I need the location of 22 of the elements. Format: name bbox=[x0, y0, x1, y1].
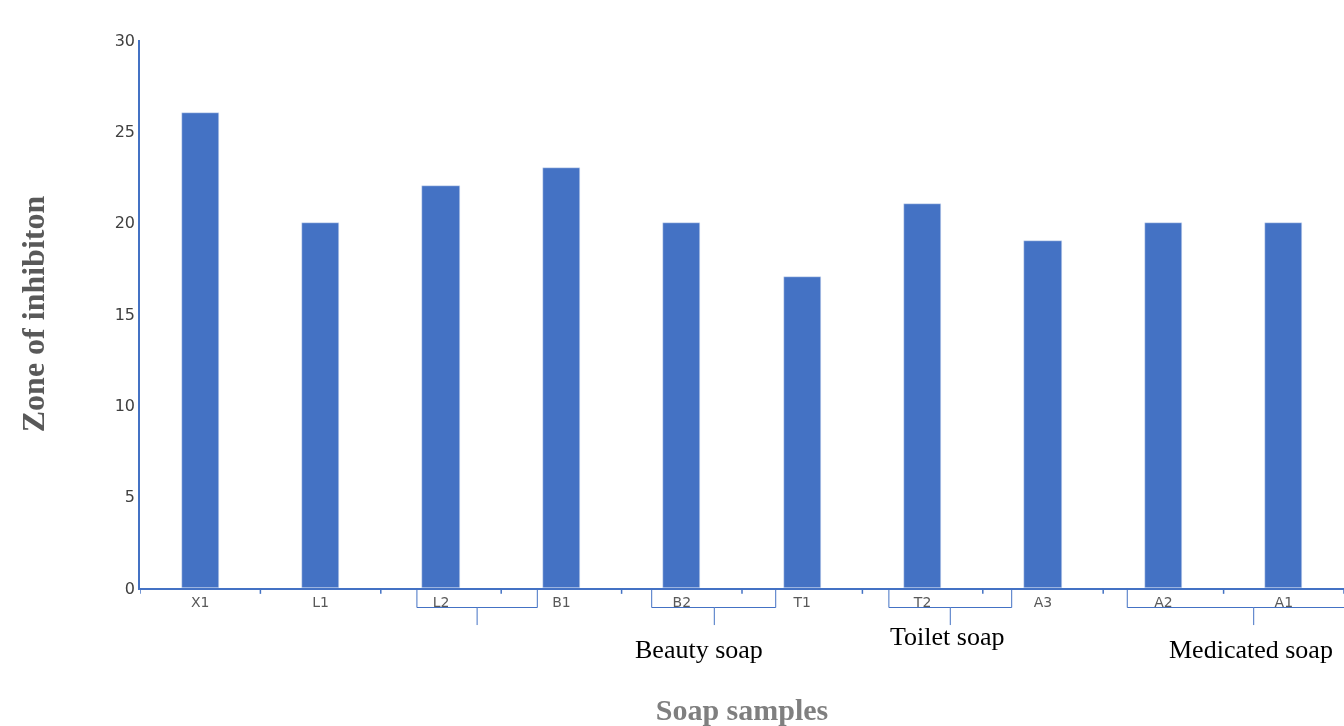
y-tick-label: 25 bbox=[114, 121, 136, 141]
x-axis-title: Soap samples bbox=[655, 693, 829, 726]
x-tick-label: X1 bbox=[190, 593, 210, 610]
x-tick-label: L2 bbox=[432, 593, 450, 610]
x-tick-label: B1 bbox=[552, 593, 571, 610]
text: Toilet soap bbox=[890, 622, 1005, 651]
y-tick-label: 15 bbox=[114, 304, 136, 324]
x-tick-label: A2 bbox=[1154, 593, 1173, 610]
x-tick-label: T2 bbox=[912, 593, 932, 610]
y-tick-label: 30 bbox=[114, 30, 136, 50]
y-tick-label: 10 bbox=[114, 395, 136, 415]
text: Beauty soap bbox=[635, 635, 763, 664]
x-tick-label: A1 bbox=[1274, 593, 1294, 610]
x-tick-label: B2 bbox=[672, 593, 692, 610]
y-axis-title: Zone of inhibiton bbox=[15, 195, 52, 433]
x-tick-label: L1 bbox=[312, 593, 329, 610]
y-tick-label: 5 bbox=[124, 487, 136, 507]
y-tick-label: 0 bbox=[124, 578, 136, 598]
y-tick-label: 20 bbox=[114, 213, 136, 233]
text: Medicated soap bbox=[1169, 635, 1333, 664]
x-tick-label: T1 bbox=[792, 593, 811, 610]
x-tick-label: A3 bbox=[1033, 593, 1053, 610]
